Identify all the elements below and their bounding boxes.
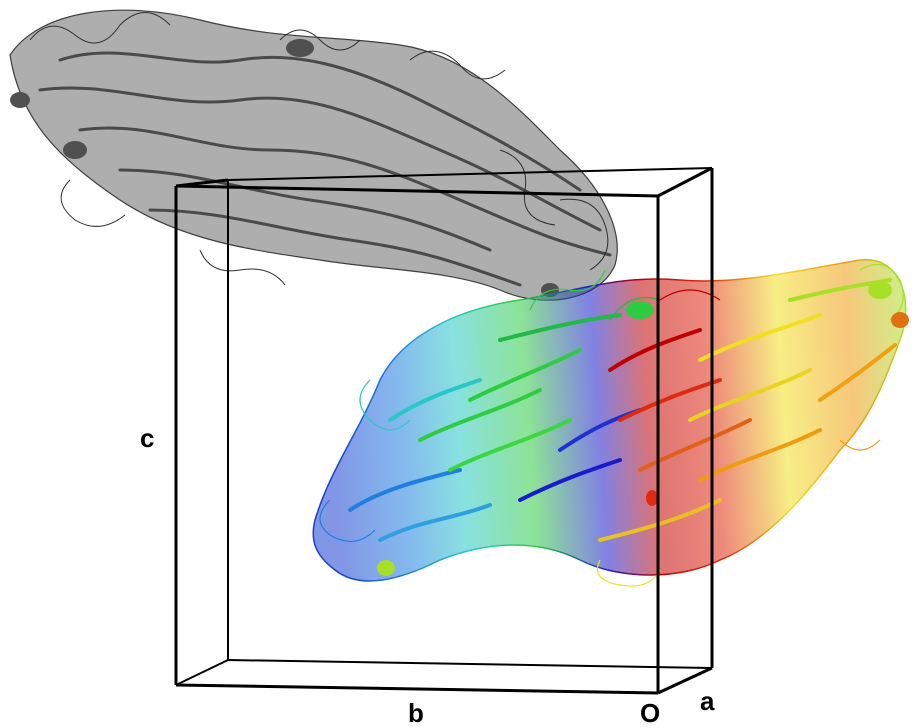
cell-edge [657, 666, 713, 695]
axis-label-b: b [408, 698, 424, 728]
cell-edge [227, 659, 713, 669]
rainbow-molecule [312, 259, 909, 587]
cell-edge [657, 166, 713, 198]
grey-symmetry-molecule [9, 9, 618, 301]
axis-label-a: a [700, 686, 715, 716]
origin-label: O [640, 698, 661, 728]
grey-molecule-body [9, 9, 618, 301]
cell-edge [227, 167, 713, 181]
axis-label-c: c [140, 423, 155, 453]
unit-cell-back-edges [175, 167, 713, 686]
cell-edge [175, 178, 229, 188]
unit-cell-front-edges [174, 166, 714, 695]
cell-edge [175, 659, 229, 686]
cell-edge [175, 184, 659, 198]
cell-edge [175, 683, 659, 695]
